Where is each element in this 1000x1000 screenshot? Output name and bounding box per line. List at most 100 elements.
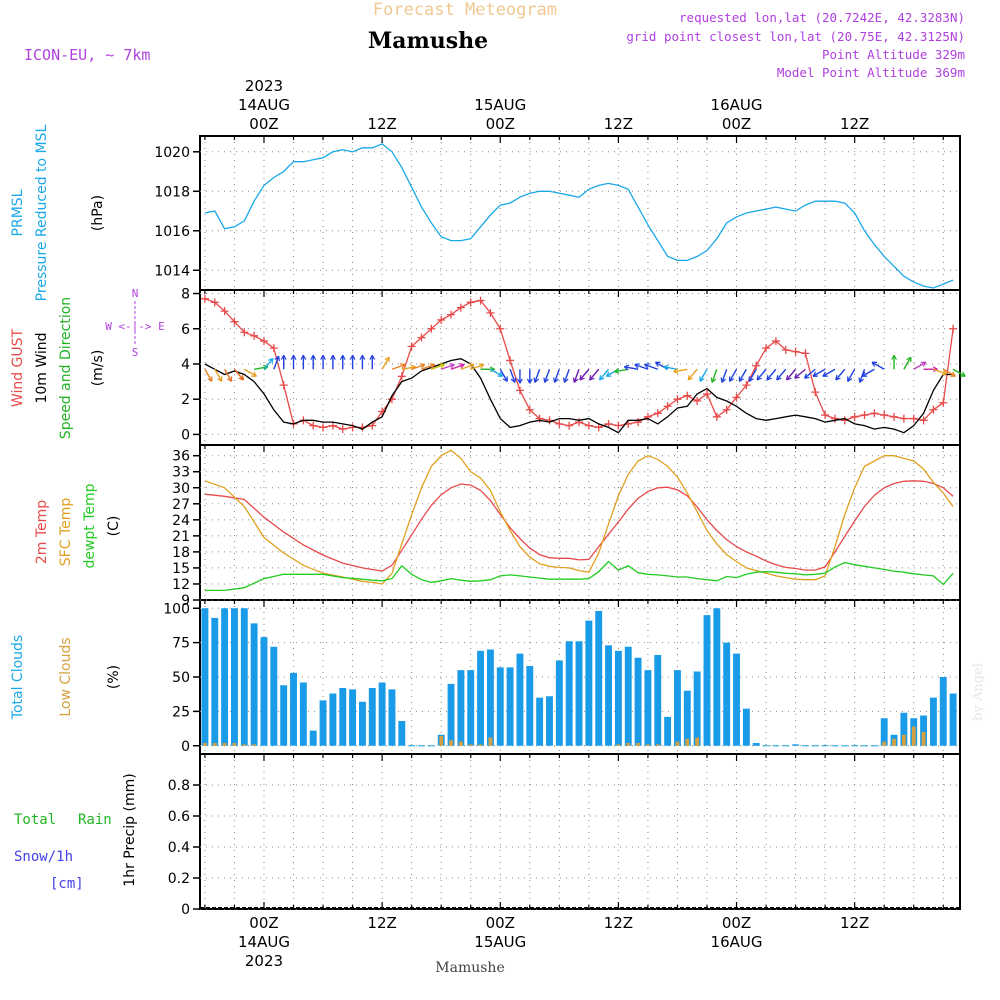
cloud-bar-total bbox=[703, 615, 711, 746]
y-tick-label: 30 bbox=[172, 481, 190, 497]
wind-arrow-head bbox=[429, 363, 436, 369]
time-label-bottom: 2023 bbox=[245, 952, 283, 970]
wind-arrow-head bbox=[419, 363, 426, 369]
wind-arrow-head bbox=[497, 371, 504, 377]
wind-arrow-head bbox=[268, 357, 274, 364]
wind-arrow-head bbox=[710, 377, 717, 383]
wind-direction-arrow bbox=[589, 368, 600, 381]
gust-marker bbox=[771, 337, 780, 346]
wind-arrow-head bbox=[369, 354, 376, 360]
wind-direction-arrow bbox=[263, 358, 274, 370]
wind-arrow-head bbox=[835, 374, 841, 381]
gust-marker bbox=[397, 372, 406, 381]
gust-marker bbox=[427, 324, 436, 333]
cloud-bar-low bbox=[242, 744, 247, 746]
wind-arrow-head bbox=[589, 374, 595, 381]
cloud-bar-total bbox=[329, 693, 337, 746]
cloud-bar-total bbox=[358, 701, 366, 746]
requested-coords: requested lon,lat (20.7242E, 42.3283N) bbox=[679, 10, 965, 25]
cloud-bar-total bbox=[880, 718, 888, 746]
gust-marker bbox=[535, 414, 544, 423]
wind-direction-arrow bbox=[728, 368, 738, 382]
wind-arrow-head bbox=[320, 354, 326, 360]
time-label-top: 2023 bbox=[245, 77, 283, 95]
wind-direction-arrow bbox=[942, 368, 956, 377]
wind-direction-arrow bbox=[204, 368, 213, 382]
cloud-bar-low bbox=[458, 741, 463, 746]
cloud-bar-total bbox=[644, 670, 652, 746]
wind-direction-arrow bbox=[431, 363, 445, 370]
cloud-bar-total bbox=[486, 649, 494, 746]
time-label-top: 12Z bbox=[840, 115, 869, 133]
cloud-bar-total bbox=[723, 642, 731, 746]
wind-arrow-head bbox=[720, 377, 727, 383]
gust-marker bbox=[732, 393, 741, 402]
wind-arrow-head bbox=[960, 371, 966, 377]
wind-direction-arrow bbox=[421, 363, 435, 370]
wind-arrow-head bbox=[941, 369, 948, 376]
cloud-bar-low bbox=[488, 737, 493, 746]
label-total-clouds: Total Clouds bbox=[10, 635, 26, 720]
wind-arrow-head bbox=[384, 356, 390, 363]
cloud-bar-total bbox=[585, 620, 593, 746]
wind-direction-arrow bbox=[634, 363, 649, 370]
label-sfc-temp: SFC Temp bbox=[58, 498, 74, 567]
gust-marker bbox=[338, 425, 347, 434]
gust-marker bbox=[860, 411, 869, 420]
wind-arrow-head bbox=[310, 354, 317, 360]
cloud-bar-total bbox=[309, 730, 317, 746]
cloud-bar-total bbox=[733, 653, 740, 746]
gust-marker bbox=[525, 405, 534, 414]
wind-direction-arrow bbox=[776, 368, 787, 381]
gust-marker bbox=[456, 303, 465, 312]
time-label-top: 00Z bbox=[722, 115, 751, 133]
wind-direction-arrow bbox=[847, 368, 856, 382]
wind-arrow-head bbox=[906, 356, 912, 363]
gust-marker bbox=[683, 391, 692, 400]
cloud-bar-total bbox=[201, 608, 209, 746]
compass-south: S bbox=[132, 346, 139, 359]
footer-station: Mamushe bbox=[435, 960, 504, 976]
wind-direction-arrow bbox=[913, 361, 927, 370]
gust-marker bbox=[673, 395, 682, 404]
gust-marker bbox=[791, 347, 800, 356]
y-tick-label: 15 bbox=[172, 561, 190, 577]
time-label-top: 16AUG bbox=[711, 96, 763, 114]
gust-marker bbox=[328, 421, 337, 430]
wind-arrow-head bbox=[349, 354, 356, 360]
wind-arrow-head bbox=[359, 354, 366, 360]
wind-arrow-head bbox=[748, 376, 754, 382]
time-label-bottom: 12Z bbox=[840, 914, 869, 932]
model-altitude: Model Point Altitude 369m bbox=[777, 65, 965, 80]
y-tick-label: 12 bbox=[172, 577, 190, 593]
gust-marker bbox=[702, 389, 711, 398]
cloud-bar-total bbox=[624, 646, 632, 746]
time-label-top: 12Z bbox=[367, 115, 396, 133]
gust-marker bbox=[909, 414, 918, 423]
wind-direction-arrow bbox=[233, 368, 244, 381]
time-label-top: 00Z bbox=[249, 115, 278, 133]
gust-marker bbox=[919, 416, 928, 425]
y-tick-label: 0.6 bbox=[168, 809, 190, 825]
time-label-bottom: 16AUG bbox=[711, 933, 763, 951]
gust-marker bbox=[830, 414, 839, 423]
wind-direction-arrow bbox=[450, 363, 465, 370]
wind-arrow-head bbox=[891, 354, 897, 360]
wind-arrow-head bbox=[812, 371, 819, 377]
wind-direction-arrow bbox=[243, 368, 257, 377]
gust-marker bbox=[880, 411, 889, 420]
wind-arrow-head bbox=[634, 363, 640, 369]
gust-marker bbox=[407, 342, 416, 351]
label-celsius: (C) bbox=[106, 516, 122, 537]
wind-arrow-head bbox=[950, 371, 956, 377]
wind-direction-arrow bbox=[952, 368, 966, 377]
wind-arrow-head bbox=[251, 371, 257, 377]
wind-direction-arrow bbox=[563, 369, 570, 383]
cloud-bar-total bbox=[240, 608, 248, 746]
cloud-bar-total bbox=[900, 712, 908, 746]
series-line-10m-wind bbox=[204, 358, 954, 434]
cloud-bar-total bbox=[477, 650, 485, 746]
wind-direction-arrow bbox=[738, 368, 747, 382]
